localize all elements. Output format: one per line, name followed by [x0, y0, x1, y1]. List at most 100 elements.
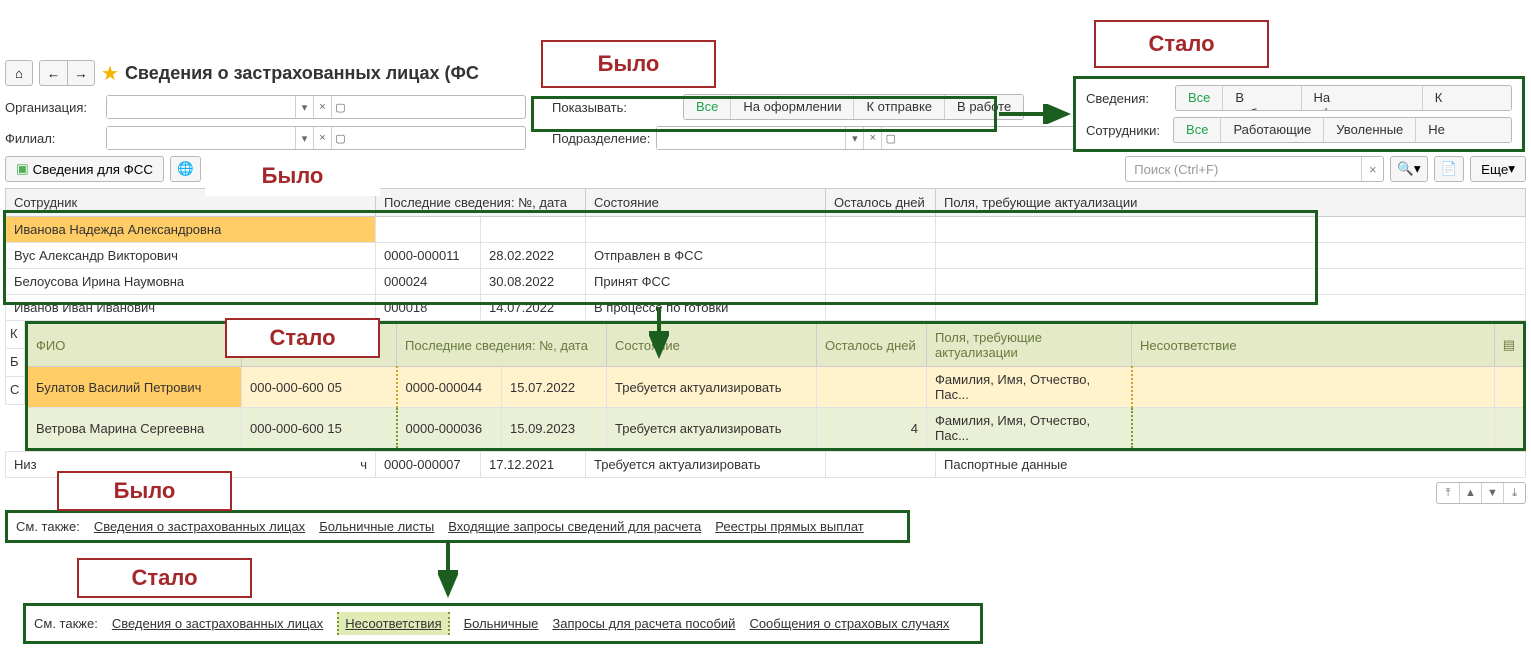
show-opt-2[interactable]: К отправке — [853, 95, 944, 119]
search-input[interactable] — [1126, 162, 1361, 177]
employees-grid: Сотрудник Последние сведения: №, дата Со… — [5, 188, 1526, 321]
show-opt-0[interactable]: Все — [684, 95, 730, 119]
callout-now-mid: Стало — [77, 558, 252, 598]
globe-button[interactable]: 🌐 — [170, 156, 201, 182]
home-button[interactable]: ⌂ — [5, 60, 33, 86]
links2-item-0[interactable]: Сведения о застрахованных лицах — [112, 616, 323, 631]
pager-down-icon[interactable]: ▼ — [1481, 483, 1503, 503]
org-open-icon[interactable]: ▢ — [331, 96, 349, 118]
fss-data-button[interactable]: ▣ Сведения для ФСС — [5, 156, 164, 182]
links1-item-2[interactable]: Входящие запросы сведений для расчета — [448, 519, 701, 534]
table-row[interactable]: Низч 0000-000007 17.12.2021 Требуется ак… — [6, 452, 1526, 478]
sotr-opt-0[interactable]: Все — [1174, 118, 1220, 142]
employees-grid-tail: Низч 0000-000007 17.12.2021 Требуется ак… — [5, 451, 1526, 478]
links2-label: См. также: — [34, 616, 98, 631]
org-clear-icon[interactable]: × — [313, 96, 331, 118]
links2-item-4[interactable]: Сообщения о страховых случаях — [749, 616, 949, 631]
table-row[interactable]: Ветрова Марина Сергеевна000-000-600 1500… — [27, 408, 1525, 450]
g2-col-3[interactable]: Состояние — [607, 323, 817, 367]
arrow-links — [438, 540, 458, 602]
command-row: ▣ Сведения для ФСС 🌐 × 🔍 ▾ 📄 Еще ▾ — [5, 156, 1526, 182]
clip-2: С — [5, 377, 25, 405]
sved-opt-3[interactable]: К отправке — [1422, 86, 1511, 110]
pager-first-icon[interactable]: ⤒ — [1437, 483, 1459, 503]
globe-icon: 🌐 — [177, 161, 194, 177]
table-row[interactable]: Булатов Василий Петрович000-000-600 0500… — [27, 367, 1525, 408]
g2-col-1[interactable]: СНИЛС — [242, 323, 397, 367]
table-row[interactable]: Вус Александр Викторович0000-00001128.02… — [6, 243, 1526, 269]
sved-filter-group: Все В работе На оформлении К отправке — [1175, 85, 1512, 111]
org-dropdown-icon[interactable]: ▾ — [295, 96, 313, 118]
search-button[interactable]: 🔍 ▾ — [1390, 156, 1427, 182]
branch-input-compound: ▾ × ▢ — [106, 126, 526, 150]
branch-label: Филиал: — [5, 131, 100, 146]
g2-col-2[interactable]: Последние сведения: №, дата — [397, 323, 607, 367]
subdiv-input[interactable] — [657, 127, 845, 149]
search-box: × — [1125, 156, 1384, 182]
g1-col-2[interactable]: Состояние — [586, 189, 826, 217]
branch-input[interactable] — [107, 127, 295, 149]
clip-0: К — [5, 321, 25, 349]
subdiv-clear-icon[interactable]: × — [863, 127, 881, 149]
g1-col-1[interactable]: Последние сведения: №, дата — [376, 189, 586, 217]
clip-1: Б — [5, 349, 25, 377]
report-icon: 📄 — [1441, 161, 1458, 177]
table-row[interactable]: Иванов Иван Иванович00001814.07.2022В пр… — [6, 295, 1526, 321]
pager-last-icon[interactable]: ⤓ — [1503, 483, 1525, 503]
more-button[interactable]: Еще ▾ — [1470, 156, 1526, 182]
subdiv-label: Подразделение: — [552, 131, 650, 146]
subdiv-open-icon[interactable]: ▢ — [881, 127, 899, 149]
search-clear-icon[interactable]: × — [1361, 157, 1383, 181]
org-input-compound: ▾ × ▢ — [106, 95, 526, 119]
back-button[interactable]: ← — [39, 60, 67, 86]
links-row-old: См. также: Сведения о застрахованных лиц… — [5, 510, 910, 543]
report-button[interactable]: 📄 — [1434, 156, 1465, 182]
g2-col-4[interactable]: Осталось дней — [817, 323, 927, 367]
subdiv-input-compound: ▾ × ▢ — [656, 126, 1076, 150]
g1-col-3[interactable]: Осталось дней — [826, 189, 936, 217]
g1-col-4[interactable]: Поля, требующие актуализации — [936, 189, 1526, 217]
links1-item-1[interactable]: Больничные листы — [319, 519, 434, 534]
pager-up-icon[interactable]: ▲ — [1459, 483, 1481, 503]
sved-opt-0[interactable]: Все — [1176, 86, 1222, 110]
show-label: Показывать: — [552, 100, 627, 115]
magnifier-icon: 🔍 — [1397, 161, 1414, 177]
sotr-opt-3[interactable]: Не числились — [1415, 118, 1511, 142]
g2-col-6[interactable]: Несоответствие — [1132, 323, 1495, 367]
g2-col-5[interactable]: Поля, требующие актуализации — [927, 323, 1132, 367]
page-title: Сведения о застрахованных лицах (ФС — [125, 63, 479, 84]
sotr-opt-1[interactable]: Работающие — [1220, 118, 1323, 142]
g2-col-icon[interactable]: ▤ — [1494, 323, 1524, 367]
g1-col-0[interactable]: Сотрудник — [6, 189, 376, 217]
links-row-new: См. также: Сведения о застрахованных лиц… — [23, 603, 983, 644]
export-icon: ▣ — [16, 161, 29, 177]
branch-dropdown-icon[interactable]: ▾ — [295, 127, 313, 149]
sotr-opt-2[interactable]: Уволенные — [1323, 118, 1415, 142]
employees-grid-new: ФИО СНИЛС Последние сведения: №, дата Со… — [25, 321, 1526, 451]
new-filters-panel: Сведения: Все В работе На оформлении К о… — [1073, 76, 1525, 152]
branch-open-icon[interactable]: ▢ — [331, 127, 349, 149]
forward-button[interactable]: → — [67, 60, 95, 86]
links2-item-3[interactable]: Запросы для расчета пособий — [552, 616, 735, 631]
star-icon: ★ — [101, 61, 119, 86]
sotr-label: Сотрудники: — [1086, 123, 1163, 138]
show-filter-group: Все На оформлении К отправке В работе — [683, 94, 1024, 120]
links1-item-0[interactable]: Сведения о застрахованных лицах — [94, 519, 305, 534]
table-row[interactable]: Белоусова Ирина Наумовна00002430.08.2022… — [6, 269, 1526, 295]
links1-item-3[interactable]: Реестры прямых выплат — [715, 519, 864, 534]
sved-label: Сведения: — [1086, 91, 1165, 106]
table-row[interactable]: Иванова Надежда Александровна — [6, 217, 1526, 243]
org-label: Организация: — [5, 100, 100, 115]
show-opt-1[interactable]: На оформлении — [730, 95, 853, 119]
links2-item-1[interactable]: Несоответствия — [337, 612, 449, 635]
sotr-filter-group: Все Работающие Уволенные Не числились — [1173, 117, 1512, 143]
show-opt-3[interactable]: В работе — [944, 95, 1023, 119]
sved-opt-2[interactable]: На оформлении — [1301, 86, 1422, 110]
links2-item-2[interactable]: Больничные — [464, 616, 539, 631]
subdiv-dropdown-icon[interactable]: ▾ — [845, 127, 863, 149]
pager: ⤒ ▲ ▼ ⤓ — [1436, 482, 1526, 504]
branch-clear-icon[interactable]: × — [313, 127, 331, 149]
org-input[interactable] — [107, 96, 295, 118]
g2-col-0[interactable]: ФИО — [27, 323, 242, 367]
sved-opt-1[interactable]: В работе — [1222, 86, 1300, 110]
